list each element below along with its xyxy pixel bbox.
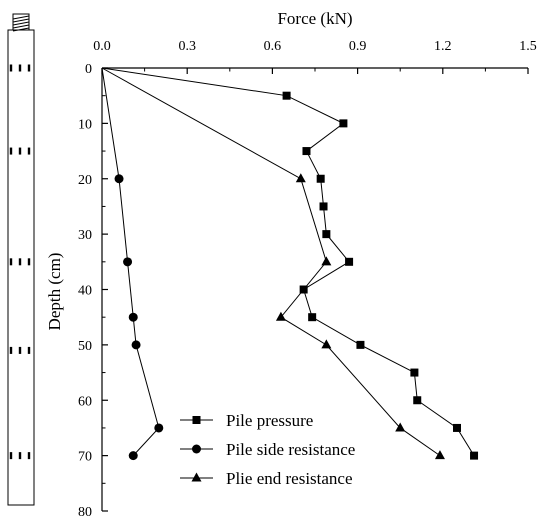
- y-tick-label-7: 70: [78, 450, 92, 465]
- legend-label-pile-side-resistance: Pile side resistance: [226, 440, 355, 459]
- pile-gauge-2-1: [18, 258, 22, 266]
- legend-label-plie-end-resistance: Plie end resistance: [226, 469, 353, 488]
- data-point-pile-pressure-2: [339, 119, 348, 128]
- legend: Pile pressure Pile side resistance Plie …: [180, 411, 355, 488]
- data-point-plie-end-resistance-4: [321, 339, 332, 349]
- data-point-pile-pressure-11: [410, 368, 419, 377]
- data-point-pile-side-resistance-6: [128, 451, 138, 461]
- x-axis-title: Force (kN): [277, 9, 352, 28]
- y-tick-label-5: 50: [78, 339, 92, 354]
- pile-gauge-0-1: [18, 64, 22, 72]
- pile-gauge-4-0: [9, 452, 13, 460]
- pile-cap-hatch-0: [12, 15, 30, 20]
- data-point-pile-pressure-3: [302, 147, 311, 156]
- y-axis-title: Depth (cm): [45, 253, 64, 331]
- legend-marker-triangle: [191, 472, 202, 482]
- pile-gauge-1-1: [18, 147, 22, 155]
- data-point-plie-end-resistance-3: [275, 311, 286, 321]
- y-tick-label-3: 30: [78, 228, 92, 243]
- pile-cap-hatch-4: [12, 27, 30, 32]
- data-point-pile-pressure-7: [345, 257, 354, 266]
- pile-gauge-1-0: [9, 147, 13, 155]
- series-plie-end-resistance: [101, 67, 445, 460]
- data-point-plie-end-resistance-1: [295, 173, 306, 183]
- y-tick-label-0: 0: [85, 62, 92, 77]
- data-point-pile-side-resistance-5: [154, 423, 164, 433]
- y-tick-label-2: 20: [78, 173, 92, 188]
- series-pile-side-resistance: [101, 67, 164, 461]
- data-point-pile-pressure-4: [316, 174, 325, 183]
- data-point-plie-end-resistance-2: [321, 256, 332, 266]
- data-point-pile-pressure-13: [453, 423, 461, 432]
- data-point-pile-pressure-5: [319, 202, 328, 211]
- x-tick-label-5: 1.5: [519, 39, 537, 54]
- data-point-pile-pressure-6: [322, 230, 331, 239]
- x-ticks: 0.0 0.3 0.6 0.9 1.2 1.5: [93, 39, 537, 74]
- data-point-pile-side-resistance-1: [114, 174, 124, 184]
- pile-gauge-3-2: [27, 346, 31, 354]
- pile-gauge-3-1: [18, 346, 22, 354]
- data-point-pile-pressure-12: [413, 396, 422, 405]
- data-point-pile-pressure-1: [282, 91, 291, 100]
- x-tick-label-2: 0.6: [264, 39, 282, 54]
- x-tick-label-3: 0.9: [349, 39, 367, 54]
- legend-item-plie-end-resistance: Plie end resistance: [180, 469, 353, 488]
- x-tick-label-4: 1.2: [434, 39, 452, 54]
- pile-gauge-2-0: [9, 258, 13, 266]
- legend-item-pile-side-resistance: Pile side resistance: [180, 440, 355, 459]
- pile-schematic: [7, 13, 35, 506]
- data-point-pile-pressure-14: [470, 451, 479, 460]
- data-point-pile-side-resistance-4: [131, 340, 141, 350]
- legend-marker-square: [192, 416, 201, 424]
- data-point-pile-pressure-9: [308, 313, 317, 322]
- y-tick-label-1: 10: [78, 117, 92, 132]
- data-point-pile-side-resistance-3: [128, 312, 138, 322]
- data-point-plie-end-resistance-5: [395, 422, 406, 432]
- pile-gauge-1-2: [27, 147, 31, 155]
- y-tick-label-8: 80: [78, 505, 92, 520]
- series-line-plie-end-resistance: [101, 67, 441, 457]
- pile-gauge-0-2: [27, 64, 31, 72]
- legend-item-pile-pressure: Pile pressure: [180, 411, 313, 430]
- pile-cap-hatch-2: [12, 21, 30, 26]
- series-pile-pressure: [101, 67, 479, 460]
- y-tick-label-4: 40: [78, 284, 92, 299]
- pile-gauge-3-0: [9, 346, 13, 354]
- pile-cap-hatch-3: [12, 24, 30, 29]
- pile-gauge-4-1: [18, 452, 22, 460]
- pile-gauge-0-0: [9, 64, 13, 72]
- y-ticks: 0 10 20 30 40 50 60 70 80: [78, 62, 108, 520]
- pile-gauge-2-2: [27, 258, 31, 266]
- pile-body: [7, 29, 35, 506]
- pile-cap-hatch-1: [12, 18, 30, 23]
- data-point-plie-end-resistance-6: [434, 450, 445, 460]
- data-point-pile-pressure-10: [356, 340, 365, 349]
- x-tick-label-0: 0.0: [93, 39, 111, 54]
- legend-label-pile-pressure: Pile pressure: [226, 411, 313, 430]
- series-layer: [101, 67, 479, 461]
- x-tick-label-1: 0.3: [178, 39, 196, 54]
- data-point-pile-side-resistance-2: [123, 257, 133, 267]
- legend-marker-circle: [192, 444, 201, 454]
- y-tick-label-6: 60: [78, 394, 92, 409]
- pile-gauge-4-2: [27, 452, 31, 460]
